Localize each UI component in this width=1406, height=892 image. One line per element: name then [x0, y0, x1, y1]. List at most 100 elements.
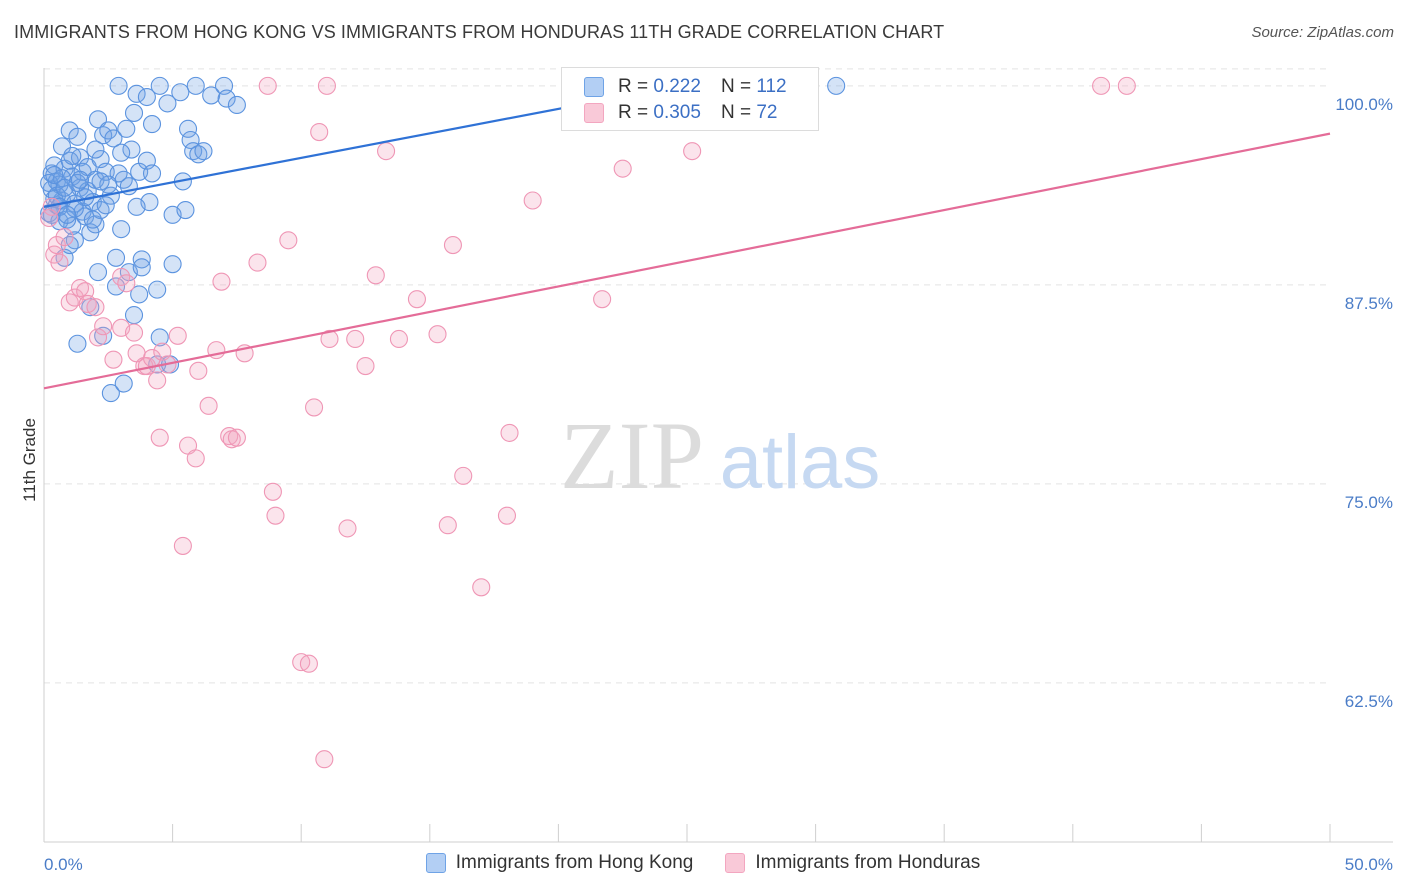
y-tick-label: 62.5%	[1345, 692, 1393, 711]
point-honduras	[315, 750, 334, 769]
r-label: R =	[618, 76, 649, 97]
point-honduras	[500, 423, 519, 442]
watermark: ZIP atlas	[560, 402, 880, 509]
point-hong-kong	[70, 170, 90, 189]
point-honduras	[104, 350, 123, 369]
point-honduras	[292, 653, 311, 672]
point-honduras	[305, 398, 324, 417]
legend-swatch-honduras	[725, 853, 746, 873]
point-honduras	[497, 506, 517, 525]
point-honduras	[593, 290, 612, 309]
n-label: N =	[720, 102, 752, 123]
legend-swatch-hong-kong	[425, 853, 446, 873]
r-value: 0.305	[653, 102, 701, 123]
point-honduras	[42, 197, 61, 216]
point-hong-kong	[114, 374, 133, 393]
point-honduras	[189, 361, 208, 380]
legend-item-hong-kong: Immigrants from Hong Kong	[425, 852, 694, 874]
y-tick-label: 87.5%	[1345, 294, 1393, 313]
point-honduras	[279, 231, 298, 250]
point-hong-kong	[104, 129, 123, 148]
r-value: 0.222	[653, 76, 701, 97]
point-honduras	[438, 516, 457, 535]
point-honduras	[40, 208, 59, 228]
point-hong-kong	[68, 127, 87, 146]
legend-swatch-honduras	[584, 103, 604, 123]
x-tick-label-max: 50.0%	[1345, 855, 1393, 874]
point-honduras	[88, 328, 108, 347]
point-hong-kong	[63, 146, 82, 165]
x-tick-label-min: 0.0%	[44, 855, 83, 874]
point-hong-kong	[127, 84, 146, 103]
point-hong-kong	[91, 200, 110, 220]
axes	[43, 68, 1393, 843]
point-honduras	[683, 142, 702, 161]
point-honduras	[356, 356, 375, 376]
point-honduras	[377, 142, 396, 161]
source-label: Source: ZipAtlas.com	[1251, 24, 1394, 41]
point-honduras	[454, 466, 473, 485]
point-honduras	[60, 293, 79, 312]
point-honduras	[346, 329, 365, 349]
point-honduras	[150, 428, 169, 447]
point-hong-kong	[158, 94, 177, 113]
point-honduras	[523, 191, 542, 210]
point-hong-kong	[106, 277, 126, 296]
point-hong-kong	[91, 172, 110, 191]
point-hong-kong	[176, 200, 195, 220]
point-hong-kong	[189, 145, 208, 164]
point-honduras	[86, 298, 105, 317]
stats-legend: R = 0.222 N = 112 R = 0.305 N = 72	[561, 67, 819, 131]
r-label: R =	[618, 102, 649, 123]
point-hong-kong	[86, 215, 105, 234]
point-honduras	[50, 253, 69, 272]
point-hong-kong	[150, 76, 169, 95]
point-honduras	[472, 578, 491, 597]
point-hong-kong	[122, 140, 141, 159]
point-hong-kong	[117, 119, 136, 138]
n-value: 72	[756, 102, 778, 123]
point-hong-kong	[142, 164, 162, 183]
stats-legend-row-honduras: R = 0.305 N = 72	[584, 101, 777, 125]
point-hong-kong	[88, 263, 108, 282]
point-hong-kong	[137, 87, 156, 107]
point-hong-kong	[58, 205, 77, 224]
point-hong-kong	[217, 89, 236, 108]
point-hong-kong	[83, 210, 102, 229]
point-honduras	[310, 122, 329, 142]
point-honduras	[317, 76, 336, 95]
point-hong-kong	[178, 119, 198, 138]
point-honduras	[186, 449, 205, 468]
legend-label-hong-kong: Immigrants from Hong Kong	[455, 852, 694, 873]
legend-label-honduras: Immigrants from Honduras	[755, 852, 981, 873]
point-hong-kong	[227, 95, 246, 115]
point-hong-kong	[130, 285, 149, 304]
point-honduras	[124, 323, 144, 342]
point-hong-kong	[60, 151, 79, 170]
point-honduras	[212, 272, 231, 291]
point-hong-kong	[94, 126, 113, 145]
n-label: N =	[720, 76, 752, 97]
point-hong-kong	[124, 306, 144, 325]
point-honduras	[1117, 76, 1136, 95]
point-hong-kong	[109, 76, 128, 95]
y-tick-label: 75.0%	[1345, 493, 1393, 512]
grid-lines	[44, 68, 1330, 684]
point-honduras	[338, 519, 357, 538]
point-honduras	[199, 396, 218, 415]
point-hong-kong	[55, 178, 74, 197]
point-honduras	[55, 228, 74, 247]
point-honduras	[70, 278, 90, 298]
point-hong-kong	[68, 334, 87, 353]
watermark-zip: ZIP	[560, 402, 704, 509]
series-legend: Immigrants from Hong Kong Immigrants fro…	[0, 852, 1406, 874]
point-honduras	[220, 427, 239, 446]
point-honduras	[428, 325, 447, 344]
point-honduras	[613, 159, 632, 178]
watermark-atlas: atlas	[720, 420, 881, 505]
point-honduras	[366, 266, 385, 285]
point-hong-kong	[163, 255, 182, 274]
y-tick-label: 100.0%	[1335, 95, 1393, 114]
point-hong-kong	[132, 258, 151, 277]
